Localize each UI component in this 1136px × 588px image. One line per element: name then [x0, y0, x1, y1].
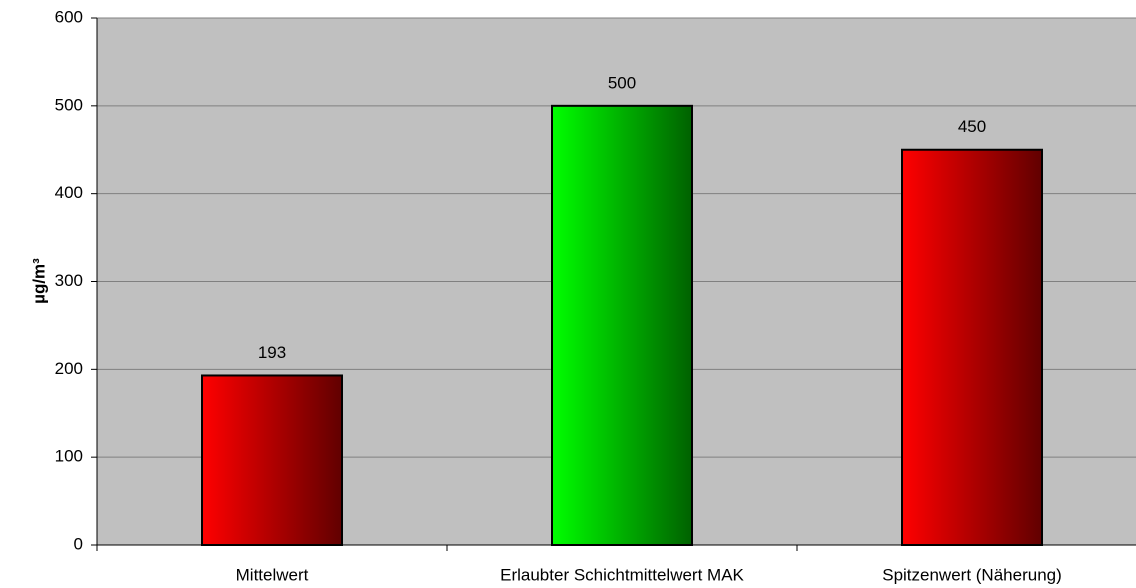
bar: [901, 148, 1043, 546]
y-tick-label: 300: [55, 271, 83, 290]
x-tick-label: Spitzenwert (Näherung): [882, 565, 1062, 584]
y-tick-label: 100: [55, 447, 83, 466]
y-tick-label: 600: [55, 7, 83, 26]
bar: [201, 374, 343, 546]
y-tick-label: 0: [74, 534, 83, 553]
y-tick-label: 400: [55, 183, 83, 202]
data-label: 193: [258, 343, 286, 362]
y-tick-label: 200: [55, 359, 83, 378]
bar: [551, 104, 693, 546]
data-label: 450: [958, 117, 986, 136]
y-axis-label: µg/m³: [29, 258, 48, 304]
y-tick-label: 500: [55, 95, 83, 114]
x-tick-label: Erlaubter Schichtmittelwert MAK: [500, 565, 744, 584]
x-tick-label: Mittelwert: [236, 565, 309, 584]
data-label: 500: [608, 73, 636, 92]
